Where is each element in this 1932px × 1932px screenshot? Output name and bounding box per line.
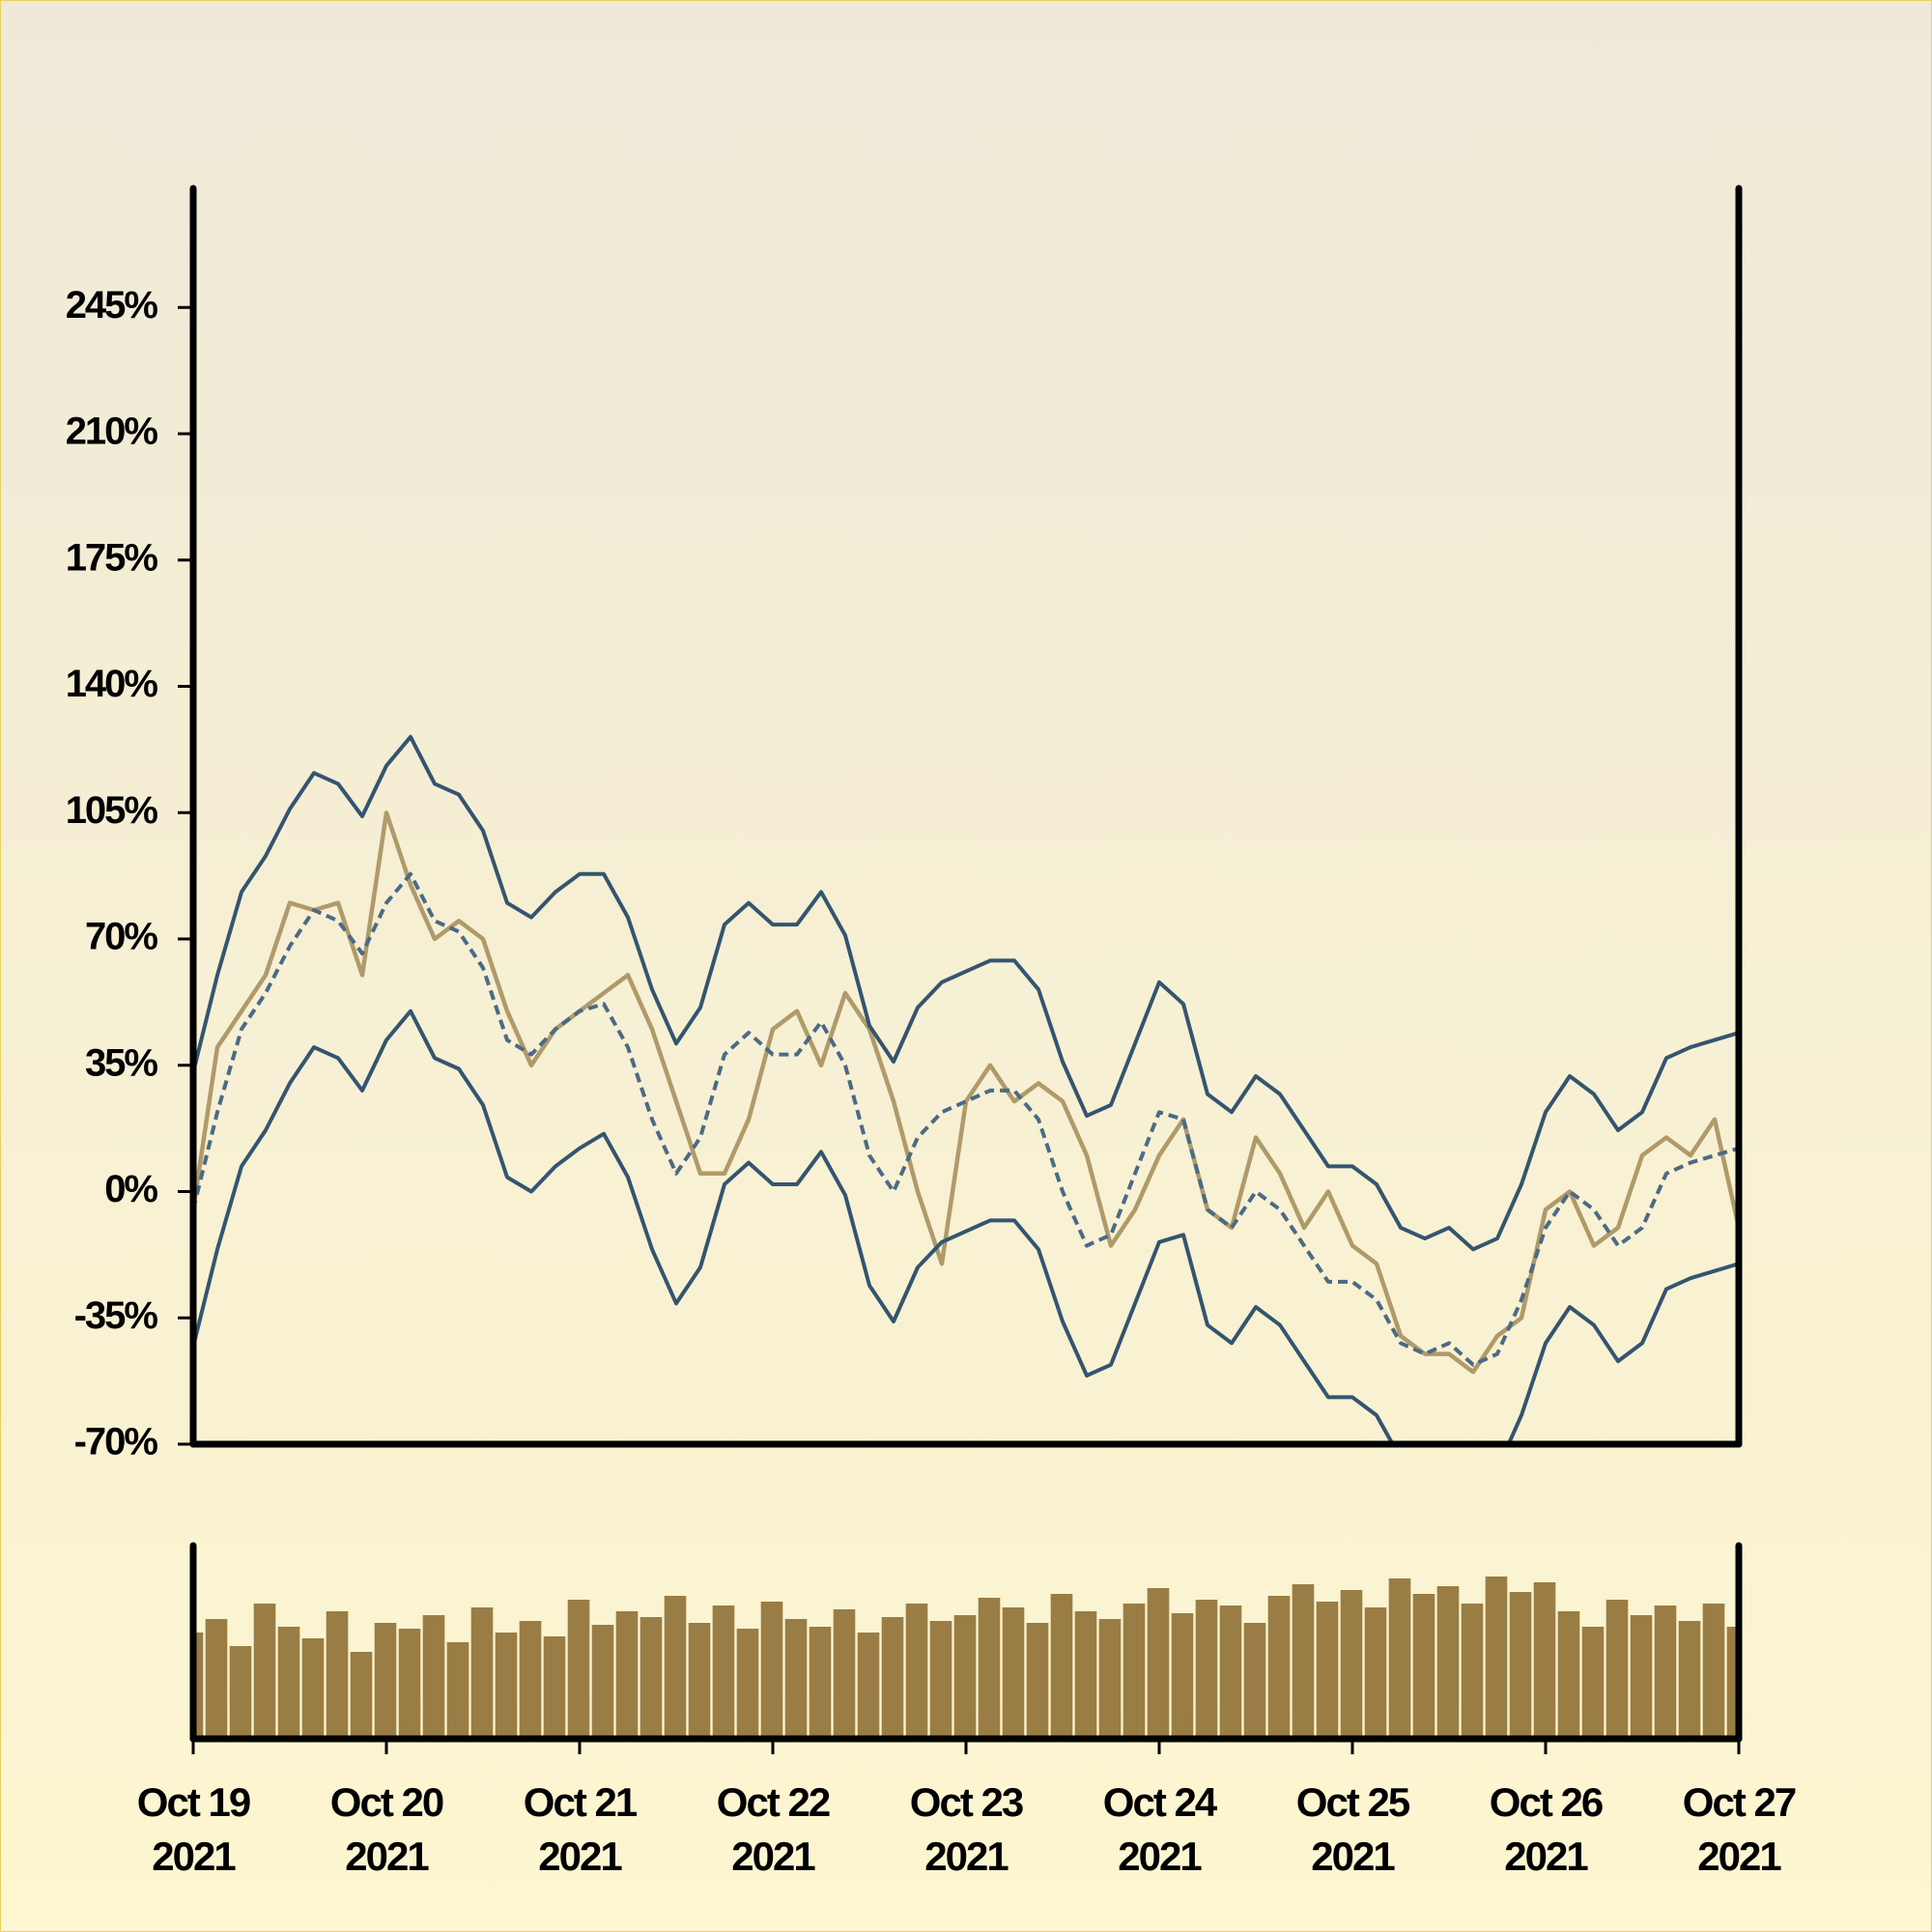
volume-bar [881,1617,904,1739]
volume-bar [1267,1596,1291,1739]
volume-bar [398,1629,421,1739]
y-tick-label: 105% [66,789,158,832]
volume-bar [1436,1586,1460,1739]
volume-bar [205,1619,228,1739]
volume-bar [1581,1627,1605,1739]
volume-bar [833,1609,856,1739]
volume-bar [1678,1621,1701,1739]
x-tick-label: Oct 22 2021 [716,1779,831,1879]
volume-bar [1557,1611,1580,1739]
x-tick-label: Oct 24 2021 [1102,1779,1217,1879]
plot-area [193,734,1739,1444]
volume-bar [1630,1615,1653,1739]
y-tick-label: 35% [85,1041,157,1084]
volume-bar [784,1619,808,1739]
volume-bar [1195,1600,1218,1739]
series-line [193,810,1739,1375]
volume-bar [615,1611,639,1739]
y-tick-label: -35% [74,1294,158,1337]
volume-bar [495,1633,518,1739]
volume-bar [193,1633,204,1739]
volume-bar [712,1605,735,1739]
volume-bar [809,1627,832,1739]
volume-bar [736,1629,759,1739]
volume-bar [1461,1604,1484,1739]
volume-bar [519,1621,542,1739]
x-tick-label: Oct 27 2021 [1682,1779,1797,1879]
volume-bar [1364,1607,1387,1739]
volume-bar [591,1625,614,1739]
volume-bar [1147,1588,1170,1739]
volume-bar [422,1615,445,1739]
volume-bar [1098,1619,1122,1739]
volume-bar [446,1642,469,1739]
volume-bar [953,1615,977,1739]
volume-bar [664,1596,687,1739]
x-tick-label: Oct 19 2021 [136,1779,251,1879]
volume-bar [1533,1582,1556,1739]
volume-bar [1509,1592,1532,1739]
volume-bar [1388,1578,1411,1739]
volume-bar [1074,1611,1097,1739]
volume-bar [1050,1594,1073,1739]
volume-bar [1002,1607,1025,1739]
x-tick-label: Oct 23 2021 [909,1779,1024,1879]
volume-bar [543,1636,566,1739]
volume-bar [760,1602,783,1739]
volume-bar [1654,1605,1677,1739]
volume-bar [277,1627,300,1739]
volume-bar [1702,1604,1725,1739]
volume-bar [567,1600,590,1739]
volume-bar [688,1623,711,1739]
volume-bar [1316,1602,1339,1739]
volume-bar [1219,1605,1242,1739]
x-tick-label: Oct 25 2021 [1295,1779,1410,1879]
volume-bar [1485,1577,1508,1739]
y-tick-label: 140% [66,663,158,705]
volume-bar [350,1652,373,1739]
volume-bar [229,1646,252,1739]
volume-bar [374,1623,397,1739]
volume-bar [1171,1613,1194,1739]
volume-bar [639,1617,663,1739]
volume-bar [1340,1590,1363,1739]
x-tick-label: Oct 20 2021 [329,1779,444,1879]
volume-bar [1412,1594,1435,1739]
middle-band-line [193,871,1739,1367]
volume-bar [253,1604,276,1739]
volume-bar [470,1607,494,1739]
volume-bar [978,1598,1001,1739]
y-tick-label: 0% [104,1168,157,1210]
y-tick-label: 70% [85,916,157,958]
volume-bar [1605,1600,1629,1739]
y-tick-label: 210% [66,411,158,453]
series-line [193,1009,1739,1444]
volume-bar [301,1638,325,1739]
x-tick-label: Oct 26 2021 [1489,1779,1604,1879]
series-line [193,734,1739,1252]
volume-bar [1726,1627,1737,1739]
volume-bar [1026,1623,1049,1739]
volume-bar [1243,1623,1266,1739]
volume-bar [857,1633,880,1739]
y-tick-label: 175% [66,536,158,579]
volume-bar [326,1611,349,1739]
y-tick-label: -70% [74,1421,158,1463]
volume-bar [1122,1604,1146,1739]
volume-bar [1292,1584,1315,1739]
volume-bar [905,1604,928,1739]
y-tick-label: 245% [66,284,158,327]
x-tick-label: Oct 21 2021 [523,1779,638,1879]
volume-bar [929,1621,952,1739]
